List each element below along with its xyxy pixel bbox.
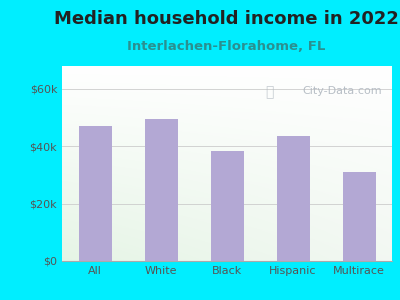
Bar (78, 126, 112, 261)
Text: Interlachen-Florahome, FL: Interlachen-Florahome, FL (127, 40, 325, 53)
Text: Median household income in 2022: Median household income in 2022 (54, 11, 398, 28)
Bar (210, 151, 244, 261)
Bar (342, 172, 376, 261)
Text: ⦿: ⦿ (265, 85, 273, 100)
Bar (144, 119, 178, 261)
Bar (276, 136, 310, 261)
Text: City-Data.com: City-Data.com (302, 85, 382, 95)
